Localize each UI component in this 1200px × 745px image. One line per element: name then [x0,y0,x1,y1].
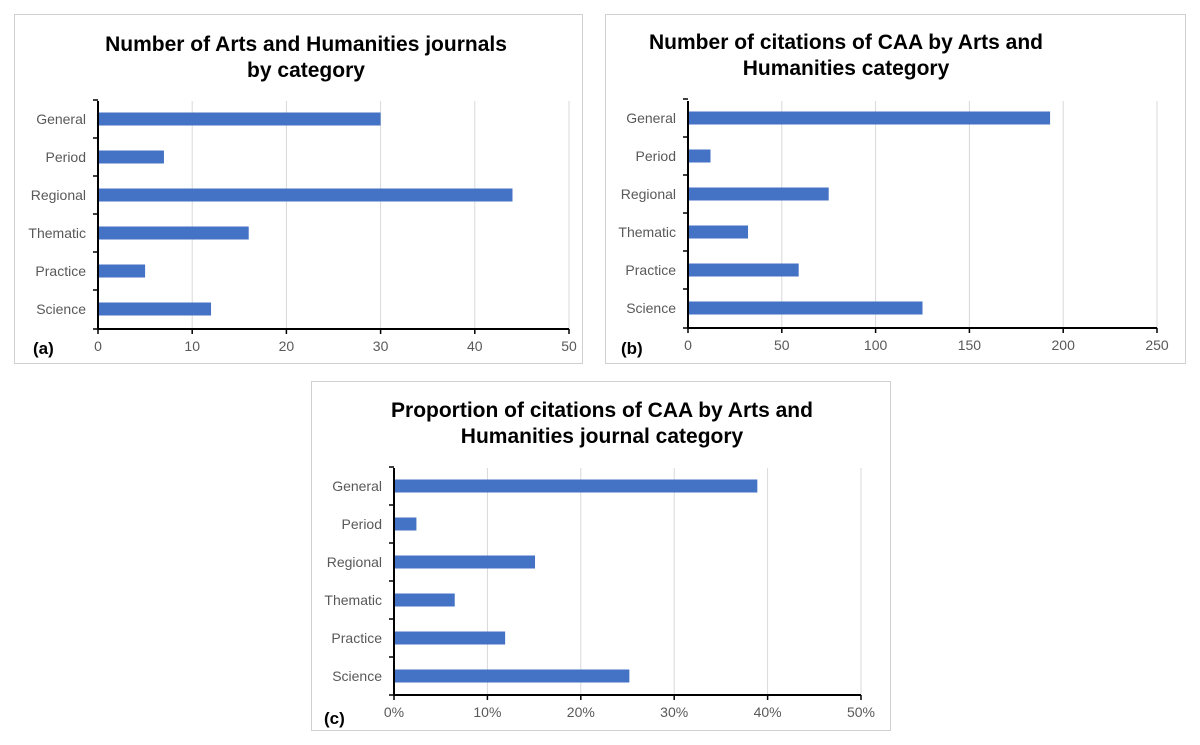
panel-label: (a) [33,339,54,358]
category-label: Regional [31,187,86,203]
panel-label: (b) [621,339,643,358]
x-tick-label: 250 [1145,337,1169,353]
category-label: General [332,478,382,494]
chart-title: Humanities journal category [461,425,744,448]
category-label: Practice [625,262,676,278]
x-tick-label: 40% [754,704,782,720]
bar-science [688,301,923,315]
category-label: Period [46,149,86,165]
category-label: General [626,110,676,126]
category-label: Practice [35,263,86,279]
x-tick-label: 200 [1052,337,1076,353]
bar-period [394,517,417,531]
category-label: Regional [621,186,676,202]
chart-b: Number of citations of CAA by Arts and Hu… [618,31,1169,358]
bar-thematic [688,225,749,239]
category-label: Regional [327,554,382,570]
x-tick-label: 50 [774,337,790,353]
bar-regional [394,555,536,569]
category-label: Thematic [324,592,382,608]
category-label: Thematic [28,225,86,241]
chart-title: Proportion of citations of CAA by Arts a… [391,399,813,422]
x-tick-label: 50 [561,338,577,354]
x-tick-label: 100 [864,337,888,353]
bar-general [688,111,1051,125]
category-label: Period [636,148,676,164]
chart-title: Number of Arts and Humanities journals [105,33,507,56]
chart-panel-a: Number of Arts and Humanities journals by… [14,14,583,364]
x-tick-label: 150 [958,337,982,353]
x-tick-label: 20 [279,338,295,354]
bar-science [98,302,212,316]
x-tick-label: 50% [847,704,875,720]
bar-practice [394,631,506,645]
bar-regional [688,187,829,201]
panel-label: (c) [324,709,345,728]
chart-panel-b: Number of citations of CAA by Arts and Hu… [605,14,1186,364]
chart-panel-c: Proportion of citations of CAA by Arts a… [311,381,891,731]
category-label: Period [342,516,382,532]
x-tick-label: 30% [660,704,688,720]
bar-practice [98,264,146,278]
category-label: Practice [331,630,382,646]
x-tick-label: 0 [684,337,692,353]
category-label: Science [626,300,676,316]
bar-general [98,112,381,126]
x-tick-label: 30 [373,338,389,354]
category-label: General [36,111,86,127]
x-tick-label: 20% [567,704,595,720]
bar-general [394,479,758,493]
bar-period [98,150,164,164]
category-label: Science [36,301,86,317]
chart-title: Humanities category [743,57,950,80]
bar-science [394,669,630,683]
chart-title: by category [247,59,365,82]
chart-c: Proportion of citations of CAA by Arts a… [324,399,875,728]
bar-regional [98,188,513,202]
x-tick-label: 10% [473,704,501,720]
x-tick-label: 40 [467,338,483,354]
bar-thematic [98,226,249,240]
chart-title: Number of citations of CAA by Arts and [649,31,1043,54]
category-label: Thematic [618,224,676,240]
bar-practice [688,263,799,277]
x-tick-label: 0 [94,338,102,354]
chart-a: Number of Arts and Humanities journals by… [28,33,577,358]
x-tick-label: 0% [384,704,404,720]
bar-thematic [394,593,455,607]
category-label: Science [332,668,382,684]
bar-period [688,149,711,163]
x-tick-label: 10 [184,338,200,354]
